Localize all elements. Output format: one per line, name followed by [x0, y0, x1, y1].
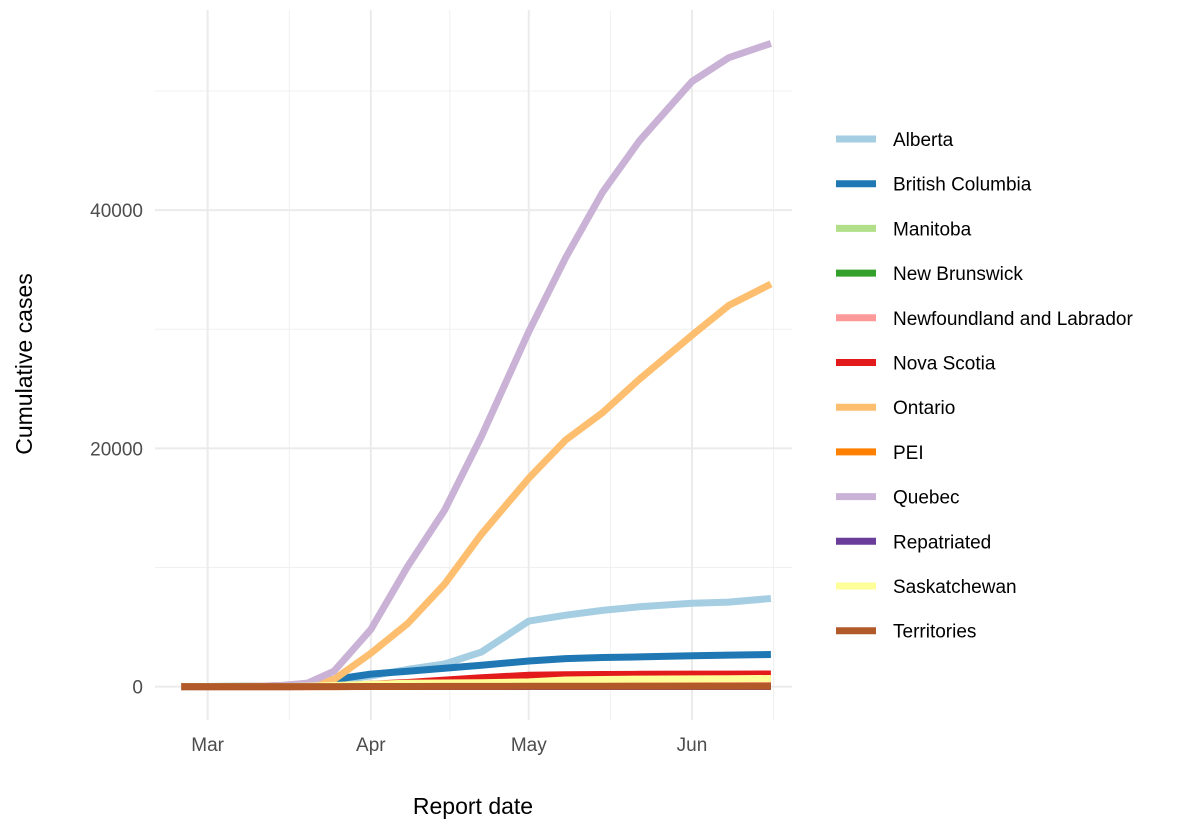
legend-item-pei: PEI — [836, 443, 924, 464]
legend-item-territories: Territories — [836, 622, 976, 643]
legend-label: Manitoba — [893, 219, 972, 240]
y-tick-label: 0 — [132, 678, 143, 699]
y-tick-label: 20000 — [90, 439, 143, 460]
y-tick-label: 40000 — [90, 201, 143, 222]
legend-label: Ontario — [893, 398, 955, 419]
legend-item-alberta: Alberta — [836, 130, 954, 151]
y-axis-tick-labels: 0 20000 40000 — [90, 201, 143, 699]
legend-label: Quebec — [893, 488, 960, 509]
series-lines — [181, 40, 773, 691]
legend-item-newfoundland-and-labrador: Newfoundland and Labrador — [836, 309, 1133, 330]
x-tick-label: Apr — [356, 735, 386, 756]
y-axis-title: Cumulative cases — [11, 273, 37, 455]
legend-label: Saskatchewan — [893, 577, 1017, 598]
x-tick-label: May — [511, 735, 547, 756]
major-gridlines — [155, 10, 792, 720]
legend-label: PEI — [893, 443, 924, 464]
x-axis-tick-labels: Mar Apr May Jun — [191, 735, 707, 756]
x-tick-label: Mar — [191, 735, 224, 756]
legend-item-british-columbia: British Columbia — [836, 175, 1032, 196]
series-line-quebec — [181, 40, 773, 691]
legend-item-new-brunswick: New Brunswick — [836, 264, 1023, 285]
legend-label: Repatriated — [893, 532, 991, 553]
legend-label: Territories — [893, 622, 976, 643]
legend-item-repatriated: Repatriated — [836, 532, 991, 553]
minor-gridlines — [155, 10, 792, 720]
legend-label: British Columbia — [893, 175, 1032, 196]
legend-label: Alberta — [893, 130, 954, 151]
legend-label: Newfoundland and Labrador — [893, 309, 1133, 330]
legend-item-quebec: Quebec — [836, 488, 960, 509]
legend-label: Nova Scotia — [893, 354, 996, 375]
legend: Alberta British Columbia Manitoba New Bruns… — [836, 130, 1133, 643]
series-line-ontario — [181, 280, 773, 691]
legend-item-ontario: Ontario — [836, 398, 955, 419]
x-tick-label: Jun — [677, 735, 708, 756]
x-axis-title: Report date — [413, 793, 533, 819]
legend-label: New Brunswick — [893, 264, 1023, 285]
legend-item-nova-scotia: Nova Scotia — [836, 354, 996, 375]
legend-item-manitoba: Manitoba — [836, 219, 972, 240]
legend-item-saskatchewan: Saskatchewan — [836, 577, 1017, 598]
